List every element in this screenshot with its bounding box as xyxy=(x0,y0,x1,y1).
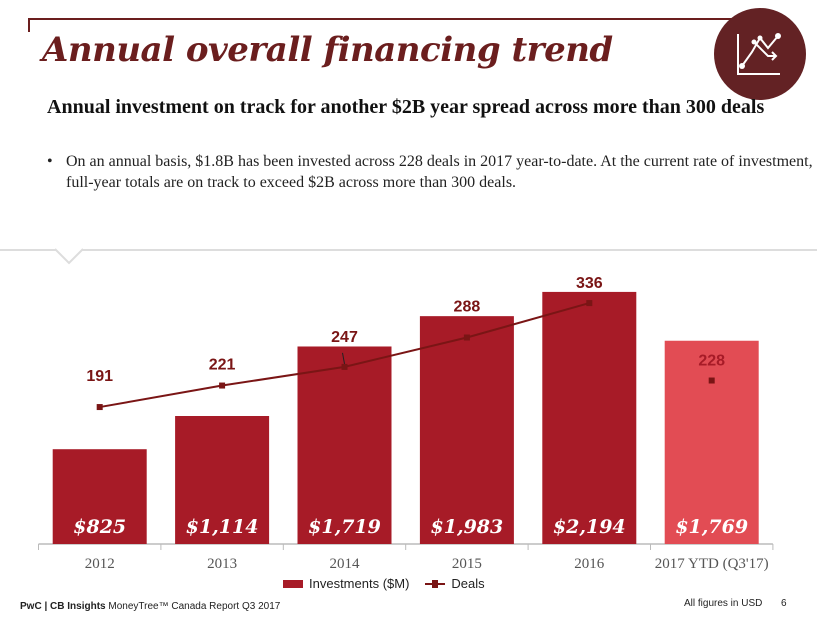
bullet-content: On an annual basis, $1.8B has been inves… xyxy=(66,153,813,191)
deals-point xyxy=(708,377,715,384)
bar-investment xyxy=(175,416,270,544)
header-rule xyxy=(28,18,738,20)
deals-value-label: 221 xyxy=(209,357,236,374)
deals-value-label: 288 xyxy=(454,299,481,316)
currency-note: All figures in USD xyxy=(684,598,763,609)
trend-chart-icon xyxy=(714,8,806,100)
deals-point xyxy=(463,334,470,341)
bar-value-label: $825 xyxy=(73,516,126,538)
bullet-text: • On an annual basis, $1.8B has been inve… xyxy=(47,151,816,193)
deals-point xyxy=(341,363,348,370)
deals-value-label: 247 xyxy=(331,329,358,346)
bar-investment xyxy=(297,346,392,544)
footer-report: MoneyTree™ Canada Report Q3 2017 xyxy=(108,601,281,612)
x-tick-label: 2016 xyxy=(574,556,605,572)
x-tick-label: 2015 xyxy=(452,556,482,572)
bar-value-label: $1,719 xyxy=(308,516,381,538)
bar-investment xyxy=(664,340,759,544)
bar-investment xyxy=(52,449,147,544)
x-tick-label: 2014 xyxy=(330,556,361,572)
legend-swatch-investments xyxy=(283,579,303,588)
bullet-marker: • xyxy=(47,153,53,170)
deals-value-label: 228 xyxy=(698,353,725,370)
deals-point xyxy=(219,382,226,389)
legend-label-deals: Deals xyxy=(451,576,485,591)
deals-value-label: 191 xyxy=(86,368,113,385)
x-tick-label: 2012 xyxy=(85,556,115,572)
x-tick-label: 2017 YTD (Q3'17) xyxy=(655,556,769,572)
bar-investment xyxy=(419,316,514,544)
legend-swatch-deals xyxy=(425,579,446,588)
deals-label-leader xyxy=(342,352,345,364)
subtitle: Annual investment on track for another $… xyxy=(47,96,765,118)
page-number: 6 xyxy=(781,598,787,609)
deals-point xyxy=(586,300,593,307)
deals-value-label: 336 xyxy=(576,275,603,292)
x-tick-label: 2013 xyxy=(207,556,237,572)
chart-legend: Investments ($M) Deals xyxy=(283,576,485,591)
header-rule-corner xyxy=(28,18,30,32)
bar-investment xyxy=(542,291,637,544)
legend-label-investments: Investments ($M) xyxy=(309,576,410,591)
bar-value-label: $2,194 xyxy=(553,516,626,538)
footer-brand: PwC | CB Insights xyxy=(20,601,106,612)
footer-source: PwC | CB Insights MoneyTree™ Canada Repo… xyxy=(20,601,280,612)
bar-value-label: $1,769 xyxy=(675,516,748,538)
deals-point xyxy=(96,404,103,411)
page-title: Annual overall financing trend xyxy=(42,30,613,70)
section-divider xyxy=(0,248,817,265)
bar-value-label: $1,114 xyxy=(186,516,259,538)
bar-value-label: $1,983 xyxy=(431,516,504,538)
